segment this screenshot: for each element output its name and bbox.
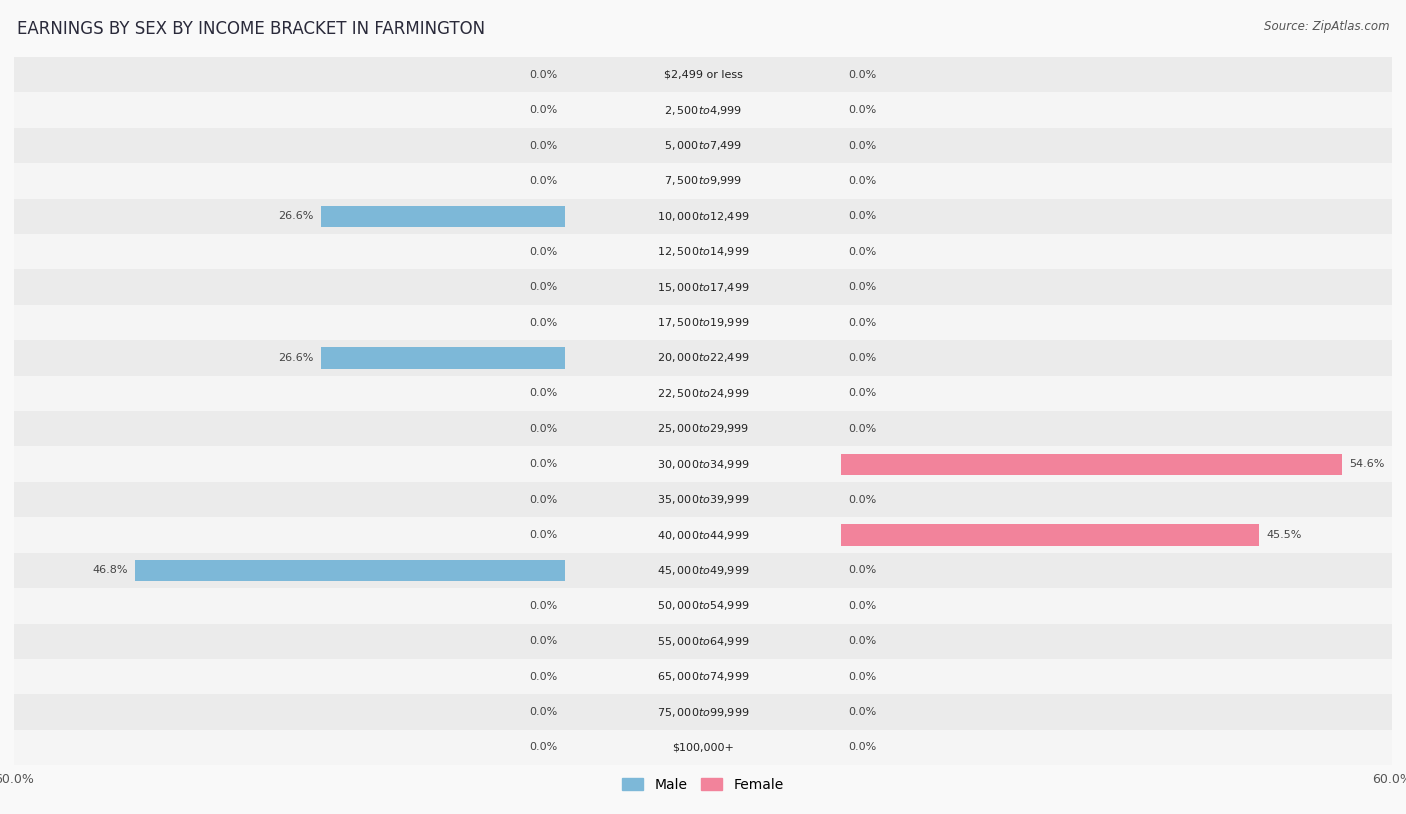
Text: $17,500 to $19,999: $17,500 to $19,999 <box>657 316 749 329</box>
Text: 0.0%: 0.0% <box>848 70 876 80</box>
Bar <box>14 269 1392 304</box>
Text: $25,000 to $29,999: $25,000 to $29,999 <box>657 422 749 435</box>
Text: $2,500 to $4,999: $2,500 to $4,999 <box>664 103 742 116</box>
Text: 0.0%: 0.0% <box>848 388 876 398</box>
Bar <box>14 234 1392 269</box>
Text: $55,000 to $64,999: $55,000 to $64,999 <box>657 635 749 648</box>
Text: $20,000 to $22,499: $20,000 to $22,499 <box>657 352 749 365</box>
Text: 0.0%: 0.0% <box>530 495 558 505</box>
Text: $22,500 to $24,999: $22,500 to $24,999 <box>657 387 749 400</box>
Text: 0.0%: 0.0% <box>530 141 558 151</box>
Text: 0.0%: 0.0% <box>530 70 558 80</box>
Bar <box>14 624 1392 659</box>
Text: 0.0%: 0.0% <box>848 566 876 575</box>
Text: 0.0%: 0.0% <box>848 282 876 292</box>
Bar <box>841 453 1343 475</box>
Text: 0.0%: 0.0% <box>530 105 558 115</box>
Bar <box>14 57 1392 92</box>
Text: 0.0%: 0.0% <box>530 707 558 717</box>
Bar <box>14 199 1392 234</box>
Text: $40,000 to $44,999: $40,000 to $44,999 <box>657 528 749 541</box>
Text: 0.0%: 0.0% <box>848 212 876 221</box>
Text: 0.0%: 0.0% <box>848 176 876 186</box>
Text: 0.0%: 0.0% <box>530 176 558 186</box>
Text: 0.0%: 0.0% <box>530 530 558 540</box>
Bar <box>14 304 1392 340</box>
Bar <box>14 92 1392 128</box>
Text: $35,000 to $39,999: $35,000 to $39,999 <box>657 493 749 506</box>
Text: 0.0%: 0.0% <box>530 601 558 610</box>
Text: 0.0%: 0.0% <box>848 247 876 256</box>
Bar <box>14 694 1392 730</box>
Text: 0.0%: 0.0% <box>530 637 558 646</box>
Text: $12,500 to $14,999: $12,500 to $14,999 <box>657 245 749 258</box>
Text: $30,000 to $34,999: $30,000 to $34,999 <box>657 457 749 470</box>
Bar <box>321 348 565 369</box>
Text: $50,000 to $54,999: $50,000 to $54,999 <box>657 599 749 612</box>
Bar <box>14 659 1392 694</box>
Bar <box>14 730 1392 765</box>
Text: $7,500 to $9,999: $7,500 to $9,999 <box>664 174 742 187</box>
Text: 0.0%: 0.0% <box>530 317 558 327</box>
Bar <box>14 375 1392 411</box>
Bar <box>14 340 1392 375</box>
Text: 0.0%: 0.0% <box>848 707 876 717</box>
Text: 0.0%: 0.0% <box>530 424 558 434</box>
Bar <box>14 518 1392 553</box>
Text: 0.0%: 0.0% <box>530 742 558 752</box>
Text: 46.8%: 46.8% <box>93 566 128 575</box>
Text: $65,000 to $74,999: $65,000 to $74,999 <box>657 670 749 683</box>
Text: 26.6%: 26.6% <box>278 212 314 221</box>
Text: 0.0%: 0.0% <box>848 105 876 115</box>
Text: 54.6%: 54.6% <box>1350 459 1385 469</box>
Text: 0.0%: 0.0% <box>848 601 876 610</box>
Text: $2,499 or less: $2,499 or less <box>664 70 742 80</box>
Text: $45,000 to $49,999: $45,000 to $49,999 <box>657 564 749 577</box>
Text: $10,000 to $12,499: $10,000 to $12,499 <box>657 210 749 223</box>
Text: 0.0%: 0.0% <box>530 388 558 398</box>
Legend: Male, Female: Male, Female <box>617 772 789 797</box>
Text: $100,000+: $100,000+ <box>672 742 734 752</box>
Bar <box>321 206 565 227</box>
Bar <box>14 553 1392 588</box>
Text: 26.6%: 26.6% <box>278 353 314 363</box>
Text: 0.0%: 0.0% <box>848 495 876 505</box>
Bar <box>841 524 1258 545</box>
Text: 0.0%: 0.0% <box>848 637 876 646</box>
Bar <box>14 588 1392 624</box>
Text: 0.0%: 0.0% <box>530 282 558 292</box>
Text: 0.0%: 0.0% <box>848 424 876 434</box>
Text: 0.0%: 0.0% <box>848 141 876 151</box>
Bar <box>14 128 1392 163</box>
Text: 0.0%: 0.0% <box>530 672 558 681</box>
Text: Source: ZipAtlas.com: Source: ZipAtlas.com <box>1264 20 1389 33</box>
Text: 0.0%: 0.0% <box>848 353 876 363</box>
Text: 0.0%: 0.0% <box>530 247 558 256</box>
Text: 45.5%: 45.5% <box>1265 530 1302 540</box>
Text: 0.0%: 0.0% <box>530 459 558 469</box>
Text: 0.0%: 0.0% <box>848 672 876 681</box>
Bar <box>14 482 1392 518</box>
Text: $5,000 to $7,499: $5,000 to $7,499 <box>664 139 742 152</box>
Text: $75,000 to $99,999: $75,000 to $99,999 <box>657 706 749 719</box>
Bar <box>14 446 1392 482</box>
Text: 0.0%: 0.0% <box>848 742 876 752</box>
Text: 0.0%: 0.0% <box>848 317 876 327</box>
Bar <box>14 163 1392 199</box>
Text: $15,000 to $17,499: $15,000 to $17,499 <box>657 281 749 294</box>
Bar <box>135 560 565 581</box>
Bar <box>14 411 1392 446</box>
Text: EARNINGS BY SEX BY INCOME BRACKET IN FARMINGTON: EARNINGS BY SEX BY INCOME BRACKET IN FAR… <box>17 20 485 38</box>
